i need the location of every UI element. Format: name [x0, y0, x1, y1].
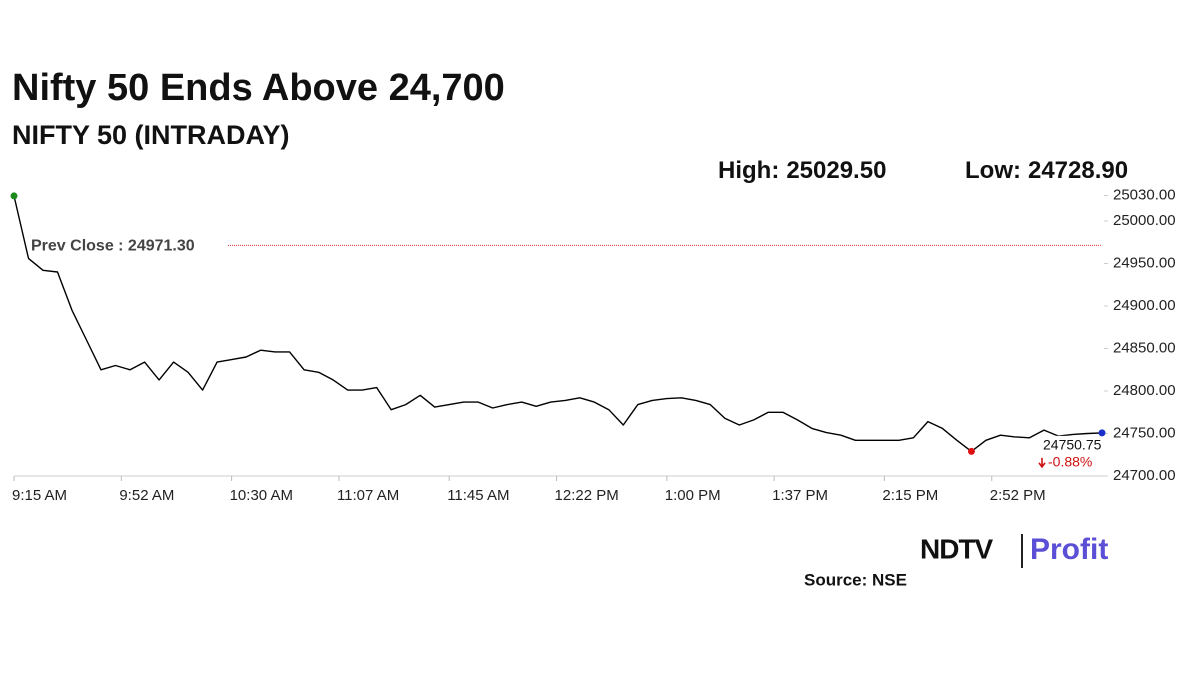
chart-subtitle: NIFTY 50 (INTRADAY) — [12, 120, 290, 150]
x-tick-label: 11:45 AM — [447, 487, 509, 504]
x-tick-label: 1:00 PM — [665, 487, 721, 504]
change-label: -0.88% — [1048, 454, 1092, 470]
high-marker — [10, 192, 18, 200]
x-tick-label: 2:52 PM — [990, 487, 1046, 504]
chart-title: Nifty 50 Ends Above 24,700 — [12, 67, 505, 109]
logo-product: Profit — [1030, 533, 1108, 566]
high-stat: High: 25029.50 — [718, 157, 886, 184]
x-tick-label: 2:15 PM — [882, 487, 938, 504]
last-label: 24750.75 — [1043, 437, 1102, 453]
low-marker — [967, 447, 975, 455]
x-tick-label: 9:15 AM — [12, 487, 67, 504]
last-label-bg — [1040, 435, 1100, 472]
last-marker — [1098, 429, 1106, 437]
price-line — [13, 195, 1103, 453]
source: Source: NSE — [804, 570, 907, 589]
y-tick-label: 24950.00 — [1113, 254, 1176, 271]
high-value: 25029.50 — [786, 157, 886, 184]
y-tick-label: 24900.00 — [1113, 297, 1176, 314]
y-tick-label: 24700.00 — [1113, 467, 1176, 484]
logo-brand: NDTV — [920, 533, 994, 564]
x-tick-label: 1:37 PM — [772, 487, 828, 504]
low-value: 24728.90 — [1028, 157, 1128, 184]
y-tick-label: 25000.00 — [1113, 212, 1176, 229]
y-tick-label: 24800.00 — [1113, 382, 1176, 399]
prev-close-label: Prev Close : 24971.30 — [31, 238, 195, 255]
low-label: Low: — [965, 157, 1021, 184]
x-tick-label: 11:07 AM — [337, 487, 399, 504]
low-stat: Low: 24728.90 — [965, 157, 1128, 184]
y-tick-label: 24750.00 — [1113, 424, 1176, 441]
x-tick-label: 9:52 AM — [119, 487, 174, 504]
high-label: High: — [718, 157, 779, 184]
down-arrow — [1038, 457, 1046, 469]
x-tick-label: 12:22 PM — [555, 487, 619, 504]
y-tick-label: 25030.00 — [1113, 186, 1176, 203]
x-tick-label: 10:30 AM — [230, 487, 293, 504]
y-tick-label: 24850.00 — [1113, 339, 1176, 356]
